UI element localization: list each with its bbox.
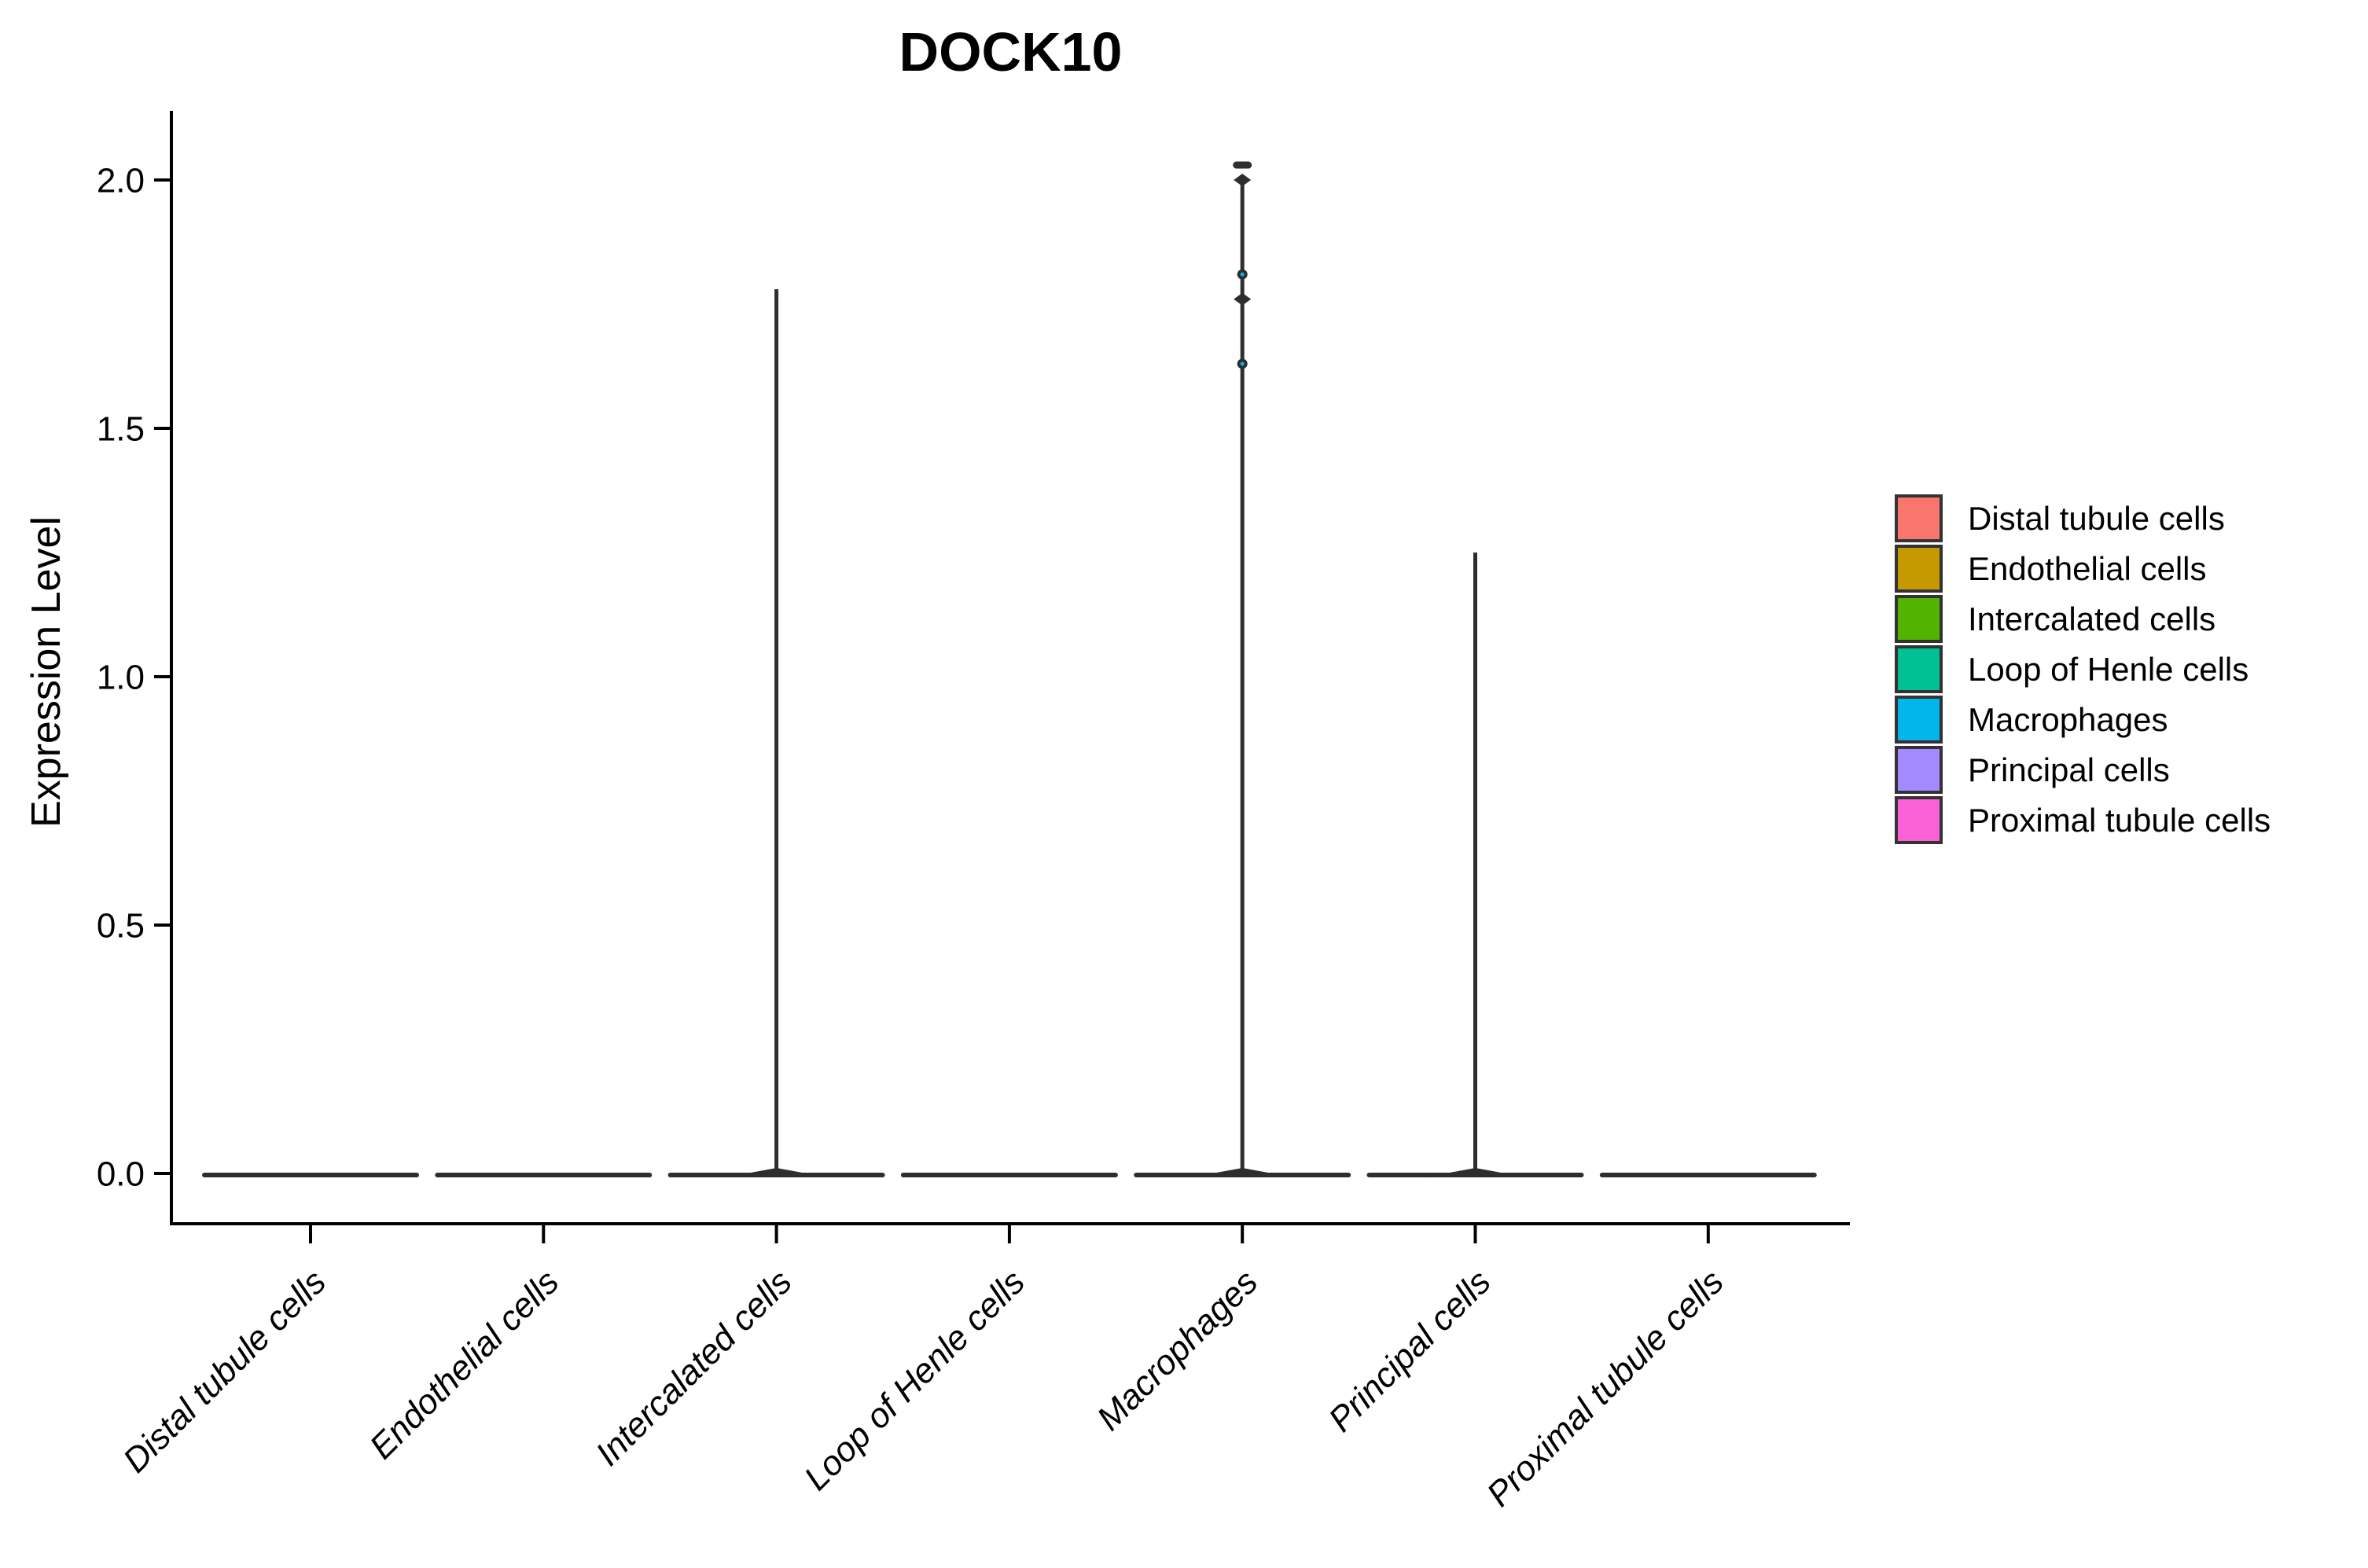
- legend-item-principal-cells: Principal cells: [1895, 746, 2271, 794]
- legend-label-endothelial-cells: Endothelial cells: [1968, 549, 2207, 587]
- outlier-point-diamond: [1234, 174, 1252, 186]
- x-tick-label-endothelial-cells: Endothelial cells: [362, 1262, 566, 1466]
- legend-label-principal-cells: Principal cells: [1968, 751, 2170, 788]
- x-tick-label-principal-cells: Principal cells: [1322, 1262, 1498, 1439]
- violin-intercalated-cells: [667, 289, 885, 1177]
- outlier-point-diamond: [1234, 292, 1252, 306]
- y-tick-label: 0.0: [97, 1155, 145, 1193]
- legend-item-intercalated-cells: Intercalated cells: [1895, 595, 2271, 643]
- x-tick-label-macrophages: Macrophages: [1090, 1262, 1265, 1438]
- y-axis-title: Expression Level: [24, 516, 69, 828]
- y-tick-label: 2.0: [97, 161, 145, 200]
- legend-label-macrophages: Macrophages: [1968, 700, 2168, 738]
- legend-swatch-distal-tubule-cells: [1895, 494, 1943, 542]
- legend-label-intercalated-cells: Intercalated cells: [1968, 600, 2216, 637]
- legend-item-endothelial-cells: Endothelial cells: [1895, 545, 2271, 593]
- violin-macrophages: [1134, 161, 1351, 1177]
- outlier-point-dot-center: [1240, 362, 1245, 366]
- outlier-point-dot-center: [1240, 272, 1245, 277]
- legend-label-distal-tubule-cells: Distal tubule cells: [1968, 499, 2225, 537]
- legend-swatch-endothelial-cells: [1895, 545, 1943, 593]
- x-tick-label-distal-tubule-cells: Distal tubule cells: [116, 1262, 333, 1480]
- x-tick-label-proximal-tubule-cells: Proximal tubule cells: [1480, 1262, 1731, 1514]
- plot-title: DOCK10: [899, 21, 1123, 83]
- x-tick-label-loop-of-henle-cells: Loop of Henle cells: [797, 1262, 1032, 1497]
- y-tick-label: 1.5: [97, 409, 145, 448]
- legend-item-distal-tubule-cells: Distal tubule cells: [1895, 494, 2271, 542]
- legend-swatch-proximal-tubule-cells: [1895, 796, 1943, 844]
- plot-generated-content: 0.0 0.5 1.0 1.5 2.0 Distal tubule cells Endoth…: [97, 111, 1850, 1514]
- legend-label-loop-of-henle-cells: Loop of Henle cells: [1968, 650, 2249, 688]
- y-tick-label: 1.0: [97, 658, 145, 696]
- violin-principal-cells: [1366, 553, 1584, 1177]
- legend: Distal tubule cells Endothelial cells Inte…: [1895, 494, 2271, 846]
- outlier-point-bar: [1233, 161, 1252, 169]
- legend-swatch-loop-of-henle-cells: [1895, 645, 1943, 693]
- legend-item-macrophages: Macrophages: [1895, 696, 2271, 744]
- y-tick-label: 0.5: [97, 906, 145, 945]
- x-tick-label-intercalated-cells: Intercalated cells: [589, 1262, 800, 1473]
- legend-item-loop-of-henle-cells: Loop of Henle cells: [1895, 645, 2271, 693]
- legend-swatch-macrophages: [1895, 696, 1943, 744]
- legend-item-proximal-tubule-cells: Proximal tubule cells: [1895, 796, 2271, 844]
- legend-swatch-principal-cells: [1895, 746, 1943, 794]
- legend-label-proximal-tubule-cells: Proximal tubule cells: [1968, 801, 2271, 839]
- legend-swatch-intercalated-cells: [1895, 595, 1943, 643]
